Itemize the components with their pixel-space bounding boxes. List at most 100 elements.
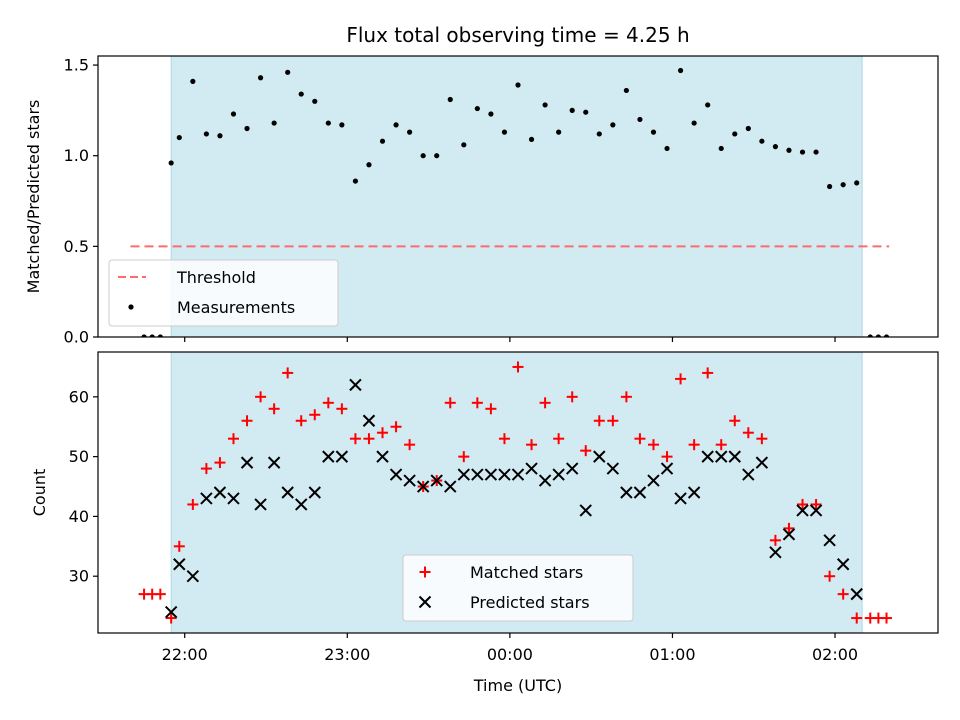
measurement-point (772, 144, 779, 150)
x-tick-label: 23:00 (324, 645, 370, 664)
measurement-point (461, 142, 467, 148)
matched-star-point (336, 403, 348, 415)
predicted-star-point (335, 450, 349, 463)
matched-star-point (512, 361, 524, 373)
matched-star-point (309, 409, 321, 421)
measurement-point (420, 153, 426, 159)
measurement-point (352, 178, 359, 184)
predicted-star-point (620, 486, 633, 499)
predicted-star-point (593, 450, 606, 463)
predicted-star-point (674, 492, 687, 505)
predicted-star-point (186, 569, 200, 583)
predicted-star-point (471, 468, 484, 481)
matched-star-point (566, 391, 578, 403)
ratio-y-tick-label: 1.5 (64, 56, 89, 75)
measurement-point (366, 162, 372, 168)
measurement-point (141, 334, 147, 337)
count-y-axis-label: Count (30, 469, 49, 517)
measurement-point (664, 145, 670, 152)
predicted-star-point (349, 378, 362, 392)
predicted-star-point (715, 450, 728, 463)
predicted-star-point (755, 456, 769, 469)
legend-item: Threshold (118, 268, 256, 287)
matched-star-point (539, 397, 551, 409)
predicted-star-point (823, 534, 836, 547)
matched-star-point (349, 433, 361, 445)
predicted-star-point (850, 587, 863, 601)
matched-star-point (593, 415, 605, 427)
predicted-star-point (552, 468, 565, 481)
count-y-tick-label: 60 (69, 387, 89, 406)
legend-item: Measurements (128, 298, 295, 317)
matched-star-point (702, 367, 714, 379)
predicted-star-point (362, 414, 376, 427)
matched-star-point (851, 612, 863, 624)
matched-star-point (675, 373, 687, 385)
matched-star-point (390, 421, 402, 433)
predicted-star-point (647, 474, 660, 487)
predicted-star-point (687, 486, 701, 499)
measurement-point (298, 91, 304, 97)
matched-star-point (647, 439, 659, 451)
measurement-point (515, 82, 521, 88)
matched-star-point (165, 612, 177, 624)
matched-star-point (200, 463, 212, 475)
matched-star-point (214, 457, 226, 469)
measurement-point (230, 111, 237, 117)
matched-star-point (444, 397, 456, 409)
ratio-panel: 0.0 0.5 1.0 1.5 Matched/Predicted stars Thres… (24, 55, 939, 347)
measurement-point (528, 136, 535, 142)
predicted-star-point (498, 468, 511, 481)
measurement-point (759, 138, 765, 144)
ratio-y-axis-label: Matched/Predicted stars (24, 100, 43, 294)
matched-star-point (241, 415, 253, 427)
measurement-point (610, 122, 616, 128)
predicted-star-point (633, 486, 647, 499)
predicted-star-point (728, 450, 741, 463)
ratio-axes-frame (97, 55, 939, 338)
measurement-point (271, 120, 277, 126)
matched-star-point (837, 588, 849, 600)
x-tick-label: 22:00 (162, 645, 208, 664)
measurement-point (677, 67, 684, 74)
predicted-star-point (173, 558, 186, 571)
predicted-star-point (809, 504, 823, 517)
predicted-star-point (403, 474, 416, 487)
matched-star-point (607, 415, 619, 427)
predicted-star-point (213, 486, 227, 499)
predicted-star-point (227, 492, 240, 505)
measurement-point (745, 125, 751, 132)
predicted-star-point (416, 480, 430, 493)
matched-star-point (661, 451, 673, 463)
measurement-point (474, 105, 480, 112)
matched-star-point (742, 427, 754, 439)
x-tick-label: 02:00 (812, 645, 858, 664)
predicted-star-point (525, 462, 538, 475)
measurement-point (203, 131, 209, 137)
measurement-point (569, 107, 575, 113)
matched-star-point (715, 439, 727, 451)
matched-star-point (580, 445, 592, 457)
measurement-point (732, 131, 738, 137)
measurement-point (854, 180, 860, 186)
matched-star-point (797, 498, 809, 510)
predicted-star-point (376, 450, 389, 463)
predicted-star-point (511, 468, 525, 481)
x-axis-label: Time (UTC) (473, 676, 562, 695)
legend-item: Predicted stars (418, 593, 590, 612)
predicted-star-point (322, 450, 335, 463)
measurement-point (542, 102, 548, 108)
matched-star-point (458, 451, 470, 463)
predicted-star-point (484, 468, 498, 481)
measurement-point (325, 120, 331, 126)
predicted-star-point (769, 546, 782, 559)
measurement-point (875, 334, 881, 337)
measurement-point (244, 125, 250, 132)
measurement-point (168, 160, 174, 166)
matched-star-point (824, 570, 836, 582)
matched-star-point (769, 534, 781, 546)
count-y-tick-label: 30 (69, 567, 89, 586)
measurement-point (583, 109, 589, 115)
measurement-point (827, 183, 833, 190)
measurement-point (176, 134, 182, 141)
